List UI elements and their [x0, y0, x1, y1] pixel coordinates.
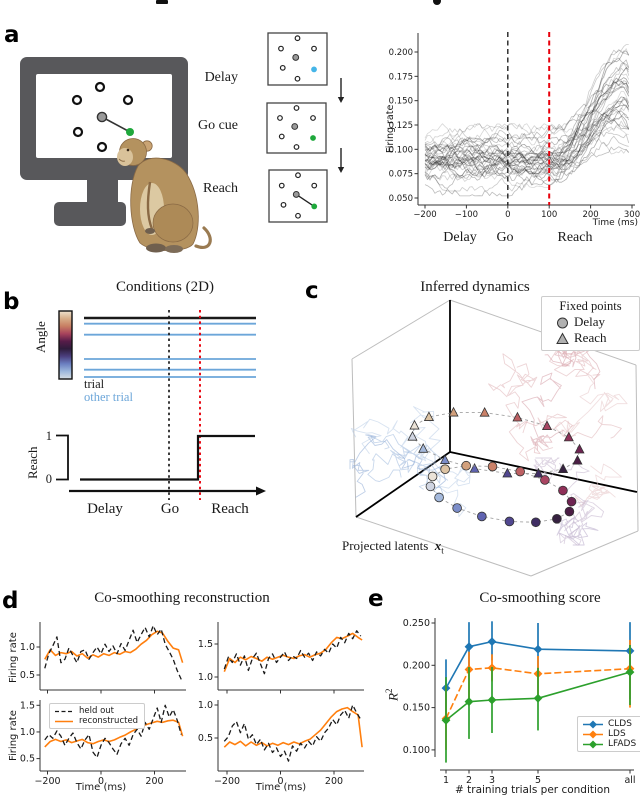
firing-rate-ylabel: Firing rate: [385, 104, 396, 153]
svg-text:0.050: 0.050: [389, 194, 413, 204]
recon-xlabel-left: Time (ms): [75, 782, 127, 793]
phase-label-go: Go: [496, 230, 514, 245]
svg-text:−200: −200: [413, 210, 436, 220]
panel-b-title: Conditions (2D): [116, 279, 214, 295]
svg-text:100: 100: [541, 210, 557, 220]
svg-text:200: 200: [145, 776, 163, 787]
svg-text:200: 200: [582, 210, 598, 220]
reach-tick-zero: 0: [45, 472, 52, 486]
trial-label: trial: [84, 377, 105, 391]
reconstructed-label: reconstructed: [79, 716, 139, 726]
svg-text:0.125: 0.125: [389, 121, 413, 131]
task-step-label-gocue: Go cue: [197, 118, 238, 133]
panel-c-title: Inferred dynamics: [420, 279, 530, 295]
panel-e-title: Co-smoothing score: [479, 590, 601, 606]
svg-text:1.0: 1.0: [20, 727, 35, 738]
b-phase-reach: Reach: [211, 501, 249, 517]
svg-text:0: 0: [98, 776, 104, 787]
svg-text:0.150: 0.150: [403, 703, 430, 714]
task-step-label-reach: Reach: [203, 181, 238, 196]
svg-text:−200: −200: [34, 776, 60, 787]
svg-text:200: 200: [325, 776, 343, 787]
svg-text:0.5: 0.5: [20, 670, 35, 681]
recon-ylabel-top: Firing rate: [8, 632, 19, 683]
reach-axis-label: Reach: [25, 446, 40, 479]
svg-text:0: 0: [505, 210, 510, 220]
svg-text:0.200: 0.200: [403, 660, 430, 671]
lds-label: LDS: [608, 729, 626, 739]
svg-text:0.200: 0.200: [389, 48, 413, 58]
svg-text:1.5: 1.5: [198, 639, 213, 650]
delay-fixed-point-icon: [557, 317, 568, 328]
clds-label: CLDS: [608, 719, 632, 729]
recon-xlabel-right: Time (ms): [255, 782, 307, 793]
panel-a-letter: a: [4, 22, 20, 48]
svg-text:0.100: 0.100: [389, 145, 413, 155]
svg-text:−200: −200: [214, 776, 240, 787]
svg-text:1.0: 1.0: [20, 642, 35, 653]
monkey-illustration: [117, 138, 212, 253]
svg-text:0.250: 0.250: [403, 618, 430, 629]
svg-text:0.175: 0.175: [389, 72, 413, 82]
fixed-points-legend-reach: Reach: [574, 330, 607, 345]
held-out-label: held out: [79, 706, 114, 716]
panel-c-letter: c: [305, 278, 319, 304]
svg-text:3: 3: [489, 775, 495, 786]
phase-label-delay: Delay: [443, 230, 477, 245]
lds-marker-icon: [583, 730, 603, 738]
panel-e-letter: e: [368, 586, 384, 612]
task-step-label-delay: Delay: [204, 70, 238, 85]
svg-text:0.075: 0.075: [389, 170, 413, 180]
score-legend: CLDS LDS LFADS: [577, 716, 640, 752]
svg-text:−100: −100: [455, 210, 478, 220]
reconstructed-line-icon: [55, 720, 73, 722]
reconstruction-legend: held out reconstructed: [49, 703, 146, 729]
other-trial-label: other trial: [84, 390, 133, 404]
svg-text:1.5: 1.5: [20, 700, 35, 711]
svg-text:0: 0: [277, 776, 283, 787]
held-out-line-icon: [55, 710, 73, 712]
svg-text:300: 300: [624, 210, 640, 220]
r-squared-ylabel: R2: [384, 688, 401, 701]
svg-text:0.5: 0.5: [198, 733, 213, 744]
svg-text:1: 1: [443, 775, 449, 786]
reach-fixed-point-icon: [556, 331, 569, 344]
fixed-points-legend-title: Fixed points: [559, 299, 622, 313]
fixed-points-legend-delay: Delay: [574, 314, 606, 329]
svg-text:5: 5: [535, 775, 541, 786]
svg-text:0.5: 0.5: [20, 754, 35, 765]
phase-label-reach: Reach: [557, 230, 593, 245]
score-xlabel: # training trials per condition: [455, 784, 610, 796]
svg-text:1.0: 1.0: [198, 672, 213, 683]
panel-b-letter: b: [3, 289, 20, 315]
reach-tick-one: 1: [45, 429, 52, 443]
firing-rate-xlabel: Time (ms): [592, 218, 638, 228]
projected-latents-label: Projected latents xt: [342, 538, 444, 556]
svg-text:1.0: 1.0: [198, 700, 213, 711]
svg-text:all: all: [624, 775, 635, 786]
b-phase-delay: Delay: [87, 501, 123, 517]
recon-ylabel-bottom: Firing rate: [8, 710, 19, 761]
angle-axis-label: Angle: [33, 321, 48, 353]
b-phase-go: Go: [160, 501, 180, 517]
svg-text:0.100: 0.100: [403, 745, 430, 756]
svg-text:2: 2: [466, 775, 472, 786]
panel-d-letter: d: [2, 588, 19, 614]
clds-marker-icon: [583, 720, 603, 728]
panel-d-title: Co-smoothing reconstruction: [94, 590, 270, 606]
fixed-points-legend: Fixed points Delay Reach: [541, 296, 640, 351]
lfads-marker-icon: [583, 740, 603, 748]
lfads-label: LFADS: [608, 739, 637, 749]
svg-text:0.150: 0.150: [389, 97, 413, 107]
